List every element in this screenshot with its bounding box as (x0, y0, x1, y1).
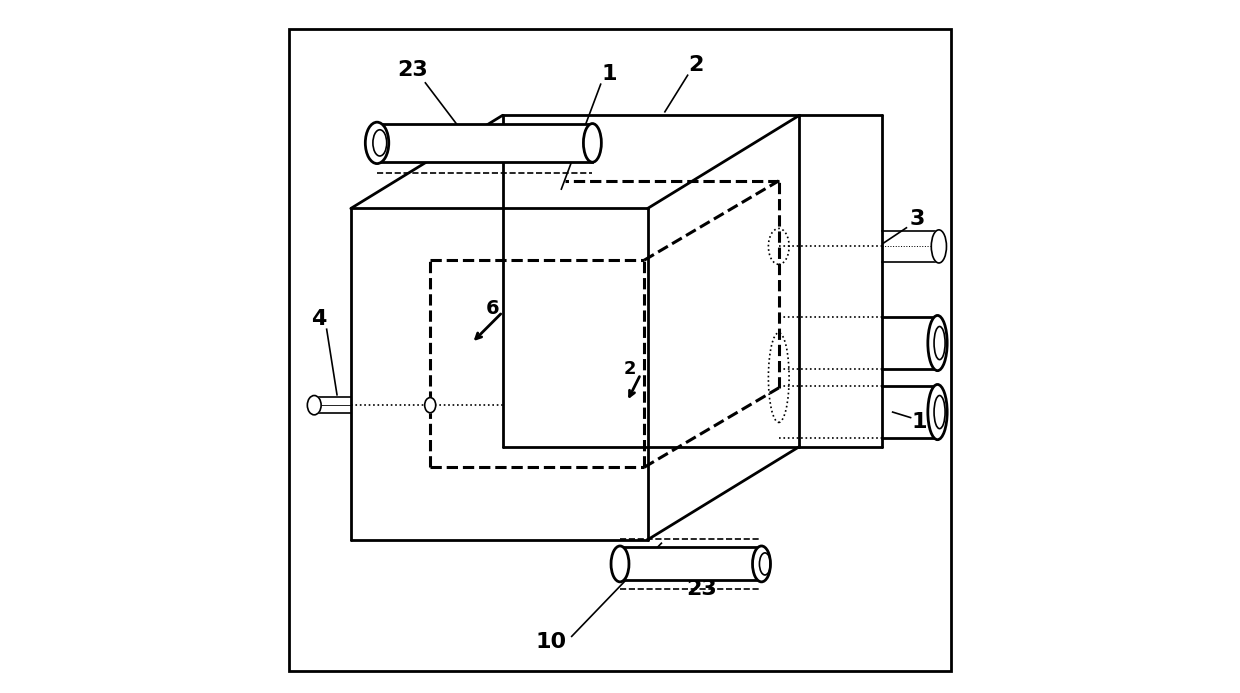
Ellipse shape (308, 396, 321, 415)
Text: 10: 10 (536, 632, 567, 652)
Text: 23: 23 (398, 60, 428, 80)
Ellipse shape (366, 122, 389, 164)
Text: 4: 4 (311, 309, 326, 329)
Text: 2: 2 (688, 55, 703, 75)
Text: 23: 23 (686, 579, 717, 599)
Text: 2: 2 (624, 360, 636, 378)
Ellipse shape (753, 546, 770, 582)
Text: 13: 13 (911, 412, 942, 432)
Ellipse shape (928, 315, 947, 371)
Ellipse shape (931, 230, 946, 263)
Text: 1: 1 (601, 64, 618, 84)
Ellipse shape (424, 398, 435, 413)
Text: 6: 6 (486, 299, 500, 318)
Text: 3: 3 (909, 209, 925, 229)
FancyBboxPatch shape (289, 29, 951, 671)
Ellipse shape (611, 546, 629, 582)
Ellipse shape (583, 123, 601, 162)
Ellipse shape (928, 385, 947, 439)
Bar (620, 547, 761, 581)
Bar (377, 123, 593, 162)
